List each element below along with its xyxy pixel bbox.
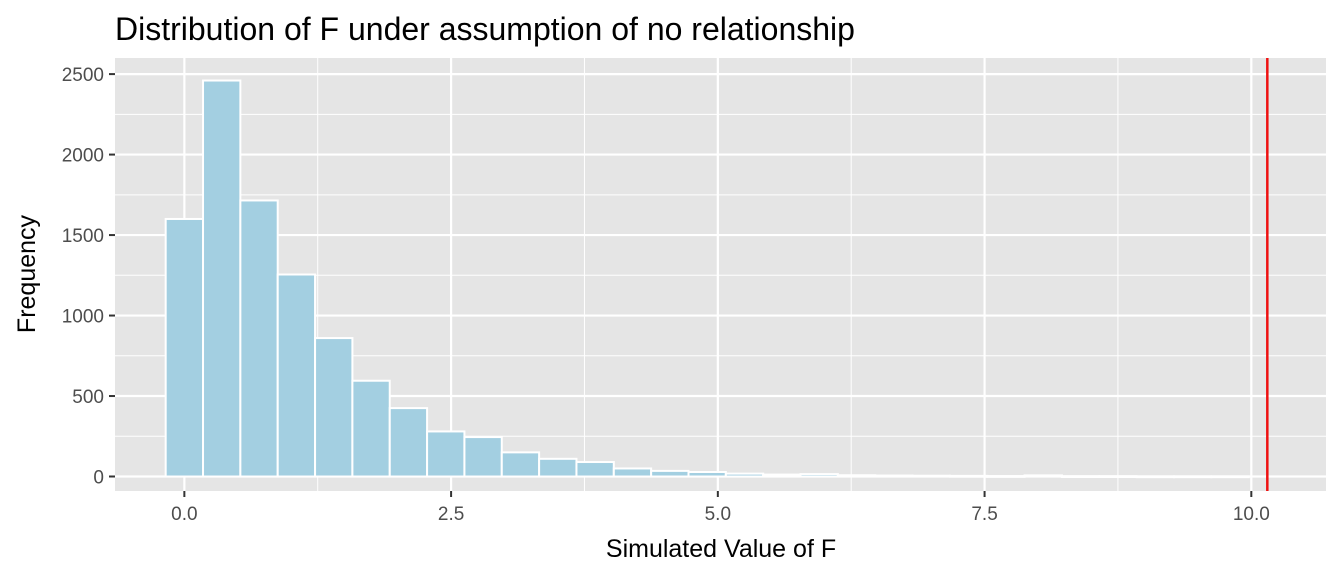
y-tick-label: 0 [93, 468, 104, 489]
x-axis-ticks: 0.0 2.5 5.0 7.5 10.0 [171, 491, 1270, 525]
x-tick-label: 0.0 [171, 504, 197, 525]
histogram-bar [1210, 475, 1250, 479]
histogram-bar [762, 473, 802, 478]
histogram-bar [426, 430, 466, 478]
histogram-bar [351, 379, 391, 478]
histogram-bar [799, 473, 839, 478]
histogram-bar [1172, 475, 1213, 479]
y-tick-label: 2500 [62, 65, 104, 86]
histogram-bar [463, 436, 503, 478]
histogram-bar [1135, 475, 1175, 479]
histogram-bar [874, 474, 914, 478]
y-tick-label: 500 [72, 387, 104, 408]
histogram-bar [575, 461, 615, 478]
histogram-bar [314, 337, 354, 478]
chart-title: Distribution of F under assumption of no… [115, 11, 855, 47]
histogram-bar [239, 199, 279, 478]
histogram-bar [948, 474, 989, 478]
histogram-bar [202, 79, 242, 478]
histogram-bar [1023, 474, 1063, 478]
y-axis-title: Frequency [13, 214, 41, 333]
y-tick-label: 1000 [62, 307, 104, 328]
x-tick-label: 7.5 [971, 504, 997, 525]
y-axis-ticks: 0 500 1000 1500 2000 2500 [62, 65, 115, 489]
x-tick-label: 5.0 [705, 504, 731, 525]
histogram-bar [500, 451, 541, 478]
y-tick-label: 2000 [62, 146, 104, 167]
histogram-bar [687, 471, 727, 478]
histogram-bar [538, 457, 578, 478]
histogram-bar [164, 217, 205, 478]
bars [164, 79, 1250, 479]
x-tick-label: 10.0 [1233, 504, 1270, 525]
x-tick-label: 2.5 [438, 504, 464, 525]
histogram-bar [650, 469, 690, 478]
histogram-bar [1060, 475, 1101, 478]
histogram-bar [986, 475, 1026, 478]
histogram-bar [724, 472, 765, 478]
histogram-bar [911, 474, 951, 478]
histogram-bar [276, 273, 317, 478]
histogram-bar [836, 474, 877, 478]
y-tick-label: 1500 [62, 226, 104, 247]
histogram-bar [388, 407, 429, 478]
histogram-bar [612, 467, 653, 478]
x-axis-title: Simulated Value of F [606, 535, 836, 563]
histogram-bar [1098, 475, 1138, 478]
